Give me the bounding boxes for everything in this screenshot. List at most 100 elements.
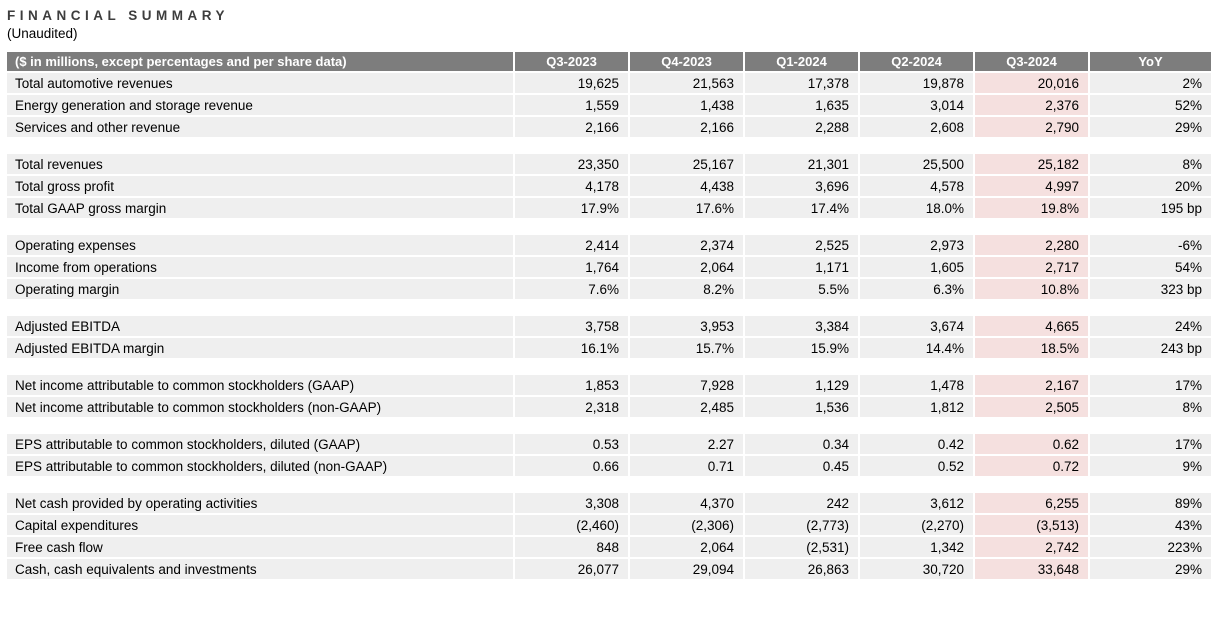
cell-q2-2024: 1,342	[860, 537, 973, 557]
cell-q4-2023: 1,438	[630, 95, 743, 115]
table-body: Total automotive revenues 19,625 21,563 17,…	[7, 73, 1211, 579]
column-header-yoy: YoY	[1090, 52, 1211, 71]
row-label: Total automotive revenues	[7, 73, 513, 93]
cell-yoy: 54%	[1090, 257, 1211, 277]
cell-q2-2024: 0.52	[860, 456, 973, 476]
cell-q1-2024: 15.9%	[745, 338, 858, 358]
financial-summary-page: FINANCIAL SUMMARY (Unaudited) ($ in mill…	[5, 8, 1213, 581]
cell-q2-2024: 6.3%	[860, 279, 973, 299]
cell-q3-2023: 2,166	[515, 117, 628, 137]
cell-q1-2024: 1,129	[745, 375, 858, 395]
table-row: Total GAAP gross margin 17.9% 17.6% 17.4% 18…	[7, 198, 1211, 218]
cell-q4-2023: 15.7%	[630, 338, 743, 358]
cell-q3-2023: 0.66	[515, 456, 628, 476]
cell-q3-2024: 10.8%	[975, 279, 1088, 299]
cell-q3-2023: 4,178	[515, 176, 628, 196]
cell-q3-2023: 26,077	[515, 559, 628, 579]
column-header-q3-2024: Q3-2024	[975, 52, 1088, 71]
row-label: Total revenues	[7, 154, 513, 174]
cell-q2-2024: 1,605	[860, 257, 973, 277]
cell-q3-2024: 20,016	[975, 73, 1088, 93]
cell-q3-2024: 2,280	[975, 235, 1088, 255]
cell-q1-2024: 21,301	[745, 154, 858, 174]
table-row: Adjusted EBITDA margin 16.1% 15.7% 15.9% 14.…	[7, 338, 1211, 358]
section-spacer	[7, 220, 1211, 233]
cell-q2-2024: 2,973	[860, 235, 973, 255]
table-row: Total gross profit 4,178 4,438 3,696 4,578 4,…	[7, 176, 1211, 196]
cell-q4-2023: (2,306)	[630, 515, 743, 535]
cell-q3-2024: 19.8%	[975, 198, 1088, 218]
cell-yoy: 29%	[1090, 117, 1211, 137]
cell-q1-2024: 17,378	[745, 73, 858, 93]
table-header-row: ($ in millions, except percentages and p…	[7, 52, 1211, 71]
cell-q3-2024: 6,255	[975, 493, 1088, 513]
table-row: Income from operations 1,764 2,064 1,171 1,6…	[7, 257, 1211, 277]
cell-q1-2024: 17.4%	[745, 198, 858, 218]
table-row: Total revenues 23,350 25,167 21,301 25,500 25…	[7, 154, 1211, 174]
cell-q1-2024: 26,863	[745, 559, 858, 579]
row-label: EPS attributable to common stockholders,…	[7, 456, 513, 476]
cell-q3-2024: 2,167	[975, 375, 1088, 395]
cell-q3-2023: 19,625	[515, 73, 628, 93]
cell-yoy: 17%	[1090, 375, 1211, 395]
cell-yoy: 2%	[1090, 73, 1211, 93]
cell-q1-2024: 3,696	[745, 176, 858, 196]
table-header-label: ($ in millions, except percentages and p…	[7, 52, 513, 71]
section-spacer	[7, 139, 1211, 152]
cell-q3-2023: 3,308	[515, 493, 628, 513]
table-row: Adjusted EBITDA 3,758 3,953 3,384 3,674 4,665…	[7, 316, 1211, 336]
row-label: Cash, cash equivalents and investments	[7, 559, 513, 579]
table-row: Net cash provided by operating activitie…	[7, 493, 1211, 513]
cell-q3-2024: 2,717	[975, 257, 1088, 277]
cell-yoy: 29%	[1090, 559, 1211, 579]
cell-q4-2023: 4,438	[630, 176, 743, 196]
cell-q4-2023: 4,370	[630, 493, 743, 513]
row-label: Services and other revenue	[7, 117, 513, 137]
cell-yoy: 8%	[1090, 397, 1211, 417]
cell-q1-2024: 1,536	[745, 397, 858, 417]
row-label: Adjusted EBITDA	[7, 316, 513, 336]
section-spacer	[7, 360, 1211, 373]
cell-q2-2024: 3,612	[860, 493, 973, 513]
section-spacer	[7, 301, 1211, 314]
cell-q4-2023: 8.2%	[630, 279, 743, 299]
cell-q4-2023: 2,166	[630, 117, 743, 137]
table-row: EPS attributable to common stockholders,…	[7, 434, 1211, 454]
cell-q3-2023: 2,414	[515, 235, 628, 255]
cell-q2-2024: 25,500	[860, 154, 973, 174]
table-row: Net income attributable to common stockh…	[7, 375, 1211, 395]
cell-q4-2023: 7,928	[630, 375, 743, 395]
table-row: Capital expenditures (2,460) (2,306) (2,773…	[7, 515, 1211, 535]
row-label: Net income attributable to common stockh…	[7, 375, 513, 395]
table-row: Net income attributable to common stockh…	[7, 397, 1211, 417]
cell-q3-2023: 16.1%	[515, 338, 628, 358]
cell-yoy: 223%	[1090, 537, 1211, 557]
cell-yoy: 323 bp	[1090, 279, 1211, 299]
cell-q3-2024: 0.62	[975, 434, 1088, 454]
financial-summary-table: ($ in millions, except percentages and p…	[5, 50, 1213, 581]
cell-q4-2023: 2,485	[630, 397, 743, 417]
cell-yoy: 24%	[1090, 316, 1211, 336]
cell-yoy: 8%	[1090, 154, 1211, 174]
cell-q2-2024: 30,720	[860, 559, 973, 579]
cell-q3-2023: 2,318	[515, 397, 628, 417]
cell-yoy: 9%	[1090, 456, 1211, 476]
cell-q3-2024: (3,513)	[975, 515, 1088, 535]
cell-q3-2024: 2,505	[975, 397, 1088, 417]
cell-q4-2023: 2,064	[630, 257, 743, 277]
table-row: Operating margin 7.6% 8.2% 5.5% 6.3% 10.8% 323…	[7, 279, 1211, 299]
cell-q2-2024: 1,812	[860, 397, 973, 417]
cell-q2-2024: 3,014	[860, 95, 973, 115]
cell-q4-2023: 25,167	[630, 154, 743, 174]
cell-yoy: 195 bp	[1090, 198, 1211, 218]
cell-yoy: 20%	[1090, 176, 1211, 196]
column-header-q1-2024: Q1-2024	[745, 52, 858, 71]
row-label: EPS attributable to common stockholders,…	[7, 434, 513, 454]
cell-q4-2023: 2,064	[630, 537, 743, 557]
table-row: Services and other revenue 2,166 2,166 2,28…	[7, 117, 1211, 137]
cell-q3-2023: (2,460)	[515, 515, 628, 535]
cell-q3-2023: 7.6%	[515, 279, 628, 299]
row-label: Net cash provided by operating activitie…	[7, 493, 513, 513]
cell-q1-2024: (2,531)	[745, 537, 858, 557]
cell-q4-2023: 3,953	[630, 316, 743, 336]
